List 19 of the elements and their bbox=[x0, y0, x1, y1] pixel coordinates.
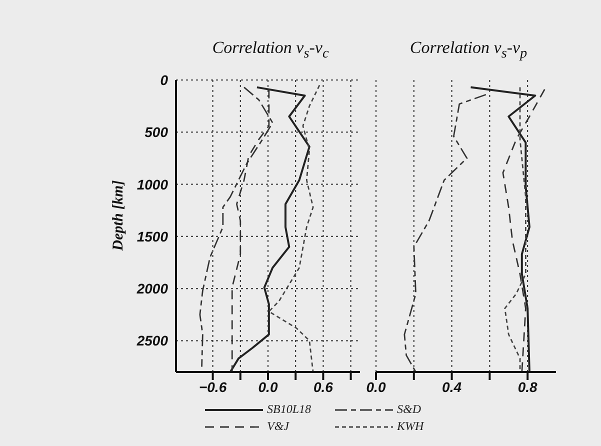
chart-title: Correlation v$_{s}$-v$_{c}$ bbox=[211, 37, 330, 64]
y-tick-label: 500 bbox=[144, 124, 168, 140]
y-tick-label: 1000 bbox=[136, 176, 168, 192]
x-tick-label: −0.6 bbox=[198, 378, 227, 395]
legend-label: V&J bbox=[267, 419, 289, 434]
legend-label: KWH bbox=[397, 419, 424, 434]
legend-label: SB10L18 bbox=[267, 402, 312, 417]
x-tick-label: 0.6 bbox=[313, 378, 334, 395]
x-tick-label: 0.0 bbox=[258, 378, 278, 395]
x-tick-label: 0.0 bbox=[366, 378, 386, 395]
y-tick-label: 0 bbox=[160, 72, 168, 88]
y-tick-label: 1500 bbox=[136, 228, 168, 244]
y-tick-label: 2000 bbox=[136, 280, 168, 297]
legend-label: S&D bbox=[397, 402, 421, 417]
y-tick-label: 2500 bbox=[136, 332, 168, 349]
x-tick-label: 0.8 bbox=[518, 378, 538, 395]
x-tick-label: 0.4 bbox=[442, 378, 462, 395]
y-axis-title: Depth [km] bbox=[110, 180, 128, 250]
chart-title: Correlation v$_{s}$-v$_{p}$ bbox=[408, 37, 528, 64]
